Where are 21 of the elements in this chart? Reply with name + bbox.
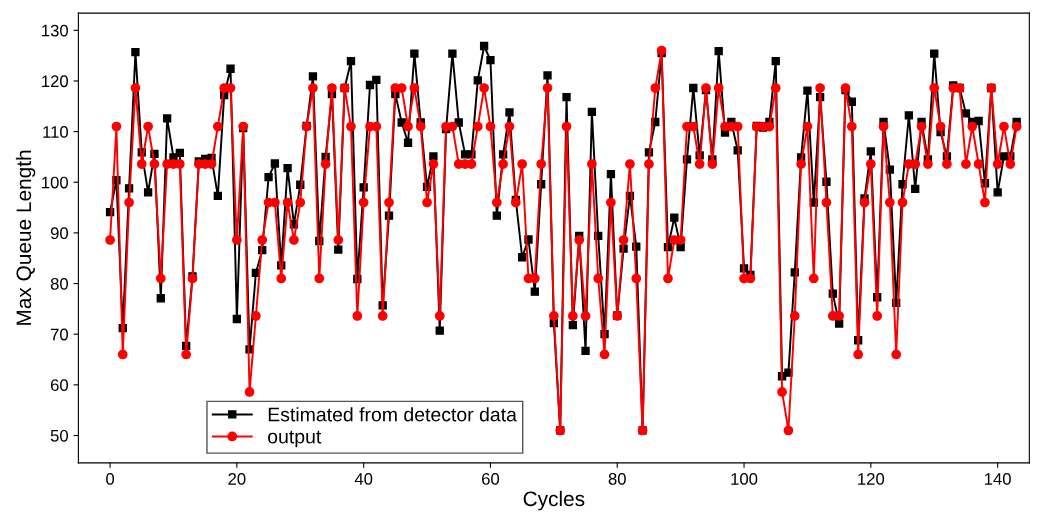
x-tick-label: 120 [858, 473, 885, 485]
legend-label: output [268, 430, 322, 448]
y-tick-label: 120 [42, 75, 68, 88]
x-tick-label: 20 [228, 473, 246, 485]
y-tick-label: 90 [50, 227, 68, 240]
x-tick-label: 80 [608, 473, 626, 485]
y-axis-title: Max Queue Length [15, 150, 36, 325]
x-tick-label: 140 [985, 473, 1011, 485]
legend-label: Estimated from detector data [268, 407, 517, 422]
x-tick-label: 40 [354, 473, 373, 485]
y-tick-label: 100 [42, 176, 68, 189]
x-tick-label: 0 [106, 473, 115, 485]
x-tick-label: 100 [731, 473, 758, 485]
y-tick-label: 110 [43, 126, 68, 138]
x-tick-label: 60 [482, 473, 500, 485]
y-tick-label: 130 [42, 24, 68, 37]
y-tick-label: 50 [50, 429, 68, 442]
x-axis-title: Cycles [523, 490, 585, 511]
y-tick-label: 60 [50, 379, 68, 392]
y-tick-label: 70 [50, 328, 68, 341]
y-tick-label: 80 [50, 277, 68, 290]
